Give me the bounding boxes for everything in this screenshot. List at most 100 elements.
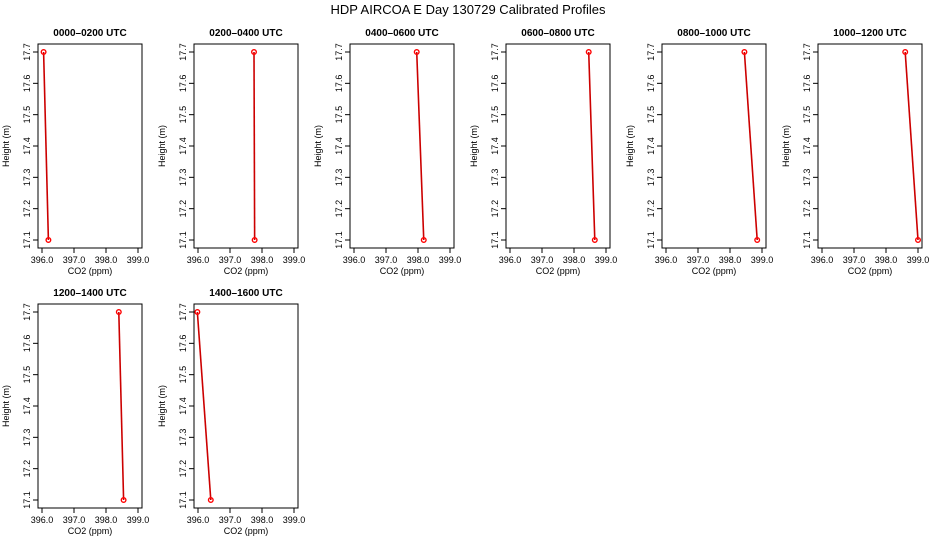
profile-line: [743, 51, 758, 241]
x-tick-label: 399.0: [127, 515, 150, 525]
y-tick-label: 17.2: [178, 460, 188, 478]
y-tick-label: 17.7: [22, 43, 32, 61]
y-tick-label: 17.7: [646, 43, 656, 61]
data-point: [120, 497, 127, 504]
y-tick-label: 17.3: [490, 169, 500, 187]
y-axis-label: Height (m): [781, 125, 791, 167]
y-tick-label: 17.3: [646, 169, 656, 187]
data-point: [754, 236, 761, 243]
y-tick-label: 17.6: [178, 335, 188, 353]
x-tick-label: 398.0: [95, 255, 118, 265]
y-axis-label: Height (m): [1, 385, 11, 427]
y-tick-label: 17.6: [22, 335, 32, 353]
y-tick-label: 17.1: [490, 231, 500, 249]
data-point: [413, 49, 420, 56]
y-tick-label: 17.4: [334, 137, 344, 155]
y-tick-label: 17.1: [802, 231, 812, 249]
y-tick-label: 17.3: [22, 429, 32, 447]
y-tick-label: 17.4: [802, 137, 812, 155]
y-tick-label: 17.3: [802, 169, 812, 187]
data-point: [194, 309, 201, 316]
x-tick-label: 399.0: [751, 255, 774, 265]
y-tick-label: 17.5: [802, 106, 812, 124]
y-tick-label: 17.3: [178, 169, 188, 187]
x-tick-label: 398.0: [407, 255, 430, 265]
profile-line: [253, 51, 256, 241]
profile-line: [42, 51, 50, 241]
profile-panel: 0200–0400 UTC 396.0 397.0 398.0 399.0 17.1 17.…: [157, 28, 305, 276]
panel-title: 0600–0800 UTC: [521, 28, 594, 39]
data-point: [251, 236, 258, 243]
y-tick-label: 17.2: [178, 200, 188, 218]
y-tick-label: 17.1: [22, 491, 32, 509]
y-tick-label: 17.6: [646, 75, 656, 93]
x-tick-label: 397.0: [375, 255, 398, 265]
x-tick-label: 398.0: [251, 255, 274, 265]
y-tick-label: 17.5: [178, 366, 188, 384]
x-axis-label: CO2 (ppm): [68, 526, 113, 536]
profile-line: [904, 51, 919, 241]
x-tick-label: 398.0: [95, 515, 118, 525]
y-axis-label: Height (m): [625, 125, 635, 167]
x-tick-label: 397.0: [219, 515, 242, 525]
x-axis-label: CO2 (ppm): [380, 266, 425, 276]
profile-panel: 1400–1600 UTC 396.0 397.0 398.0 399.0 17.1 17.…: [157, 288, 305, 536]
x-tick-label: 399.0: [283, 515, 306, 525]
x-tick-label: 396.0: [187, 255, 210, 265]
data-point: [420, 236, 427, 243]
data-point: [40, 49, 47, 56]
y-tick-label: 17.1: [178, 491, 188, 509]
y-axis-label: Height (m): [1, 125, 11, 167]
y-tick-label: 17.7: [802, 43, 812, 61]
x-axis-label: CO2 (ppm): [224, 266, 269, 276]
y-tick-label: 17.6: [802, 75, 812, 93]
x-tick-label: 398.0: [875, 255, 898, 265]
y-tick-label: 17.2: [22, 460, 32, 478]
y-axis-label: Height (m): [469, 125, 479, 167]
x-tick-label: 396.0: [187, 515, 210, 525]
y-tick-label: 17.5: [334, 106, 344, 124]
x-tick-label: 398.0: [719, 255, 742, 265]
data-point: [207, 497, 214, 504]
y-tick-label: 17.2: [646, 200, 656, 218]
panel-title: 0800–1000 UTC: [677, 28, 750, 39]
y-tick-label: 17.5: [178, 106, 188, 124]
profile-panel: 0000–0200 UTC 396.0 397.0 398.0 399.0 17.1 17.…: [1, 28, 149, 276]
profile-panel: 0600–0800 UTC 396.0 397.0 398.0 399.0 17.1 17.…: [469, 28, 617, 276]
y-tick-label: 17.2: [490, 200, 500, 218]
panel-title: 1000–1200 UTC: [833, 28, 906, 39]
y-tick-label: 17.6: [178, 75, 188, 93]
y-tick-label: 17.6: [22, 75, 32, 93]
profile-panel: 0400–0600 UTC 396.0 397.0 398.0 399.0 17.1 17.…: [313, 28, 461, 276]
x-tick-label: 397.0: [843, 255, 866, 265]
y-tick-label: 17.6: [334, 75, 344, 93]
y-tick-label: 17.2: [22, 200, 32, 218]
y-tick-label: 17.5: [22, 106, 32, 124]
x-tick-label: 398.0: [251, 515, 274, 525]
y-tick-label: 17.4: [22, 137, 32, 155]
y-tick-label: 17.1: [178, 231, 188, 249]
x-axis-label: CO2 (ppm): [692, 266, 737, 276]
data-point: [585, 49, 592, 56]
y-tick-label: 17.5: [490, 106, 500, 124]
x-tick-label: 399.0: [907, 255, 930, 265]
data-point: [915, 236, 922, 243]
x-tick-label: 397.0: [63, 255, 86, 265]
y-tick-label: 17.6: [490, 75, 500, 93]
profile-line: [196, 311, 212, 501]
y-tick-label: 17.3: [22, 169, 32, 187]
y-tick-label: 17.4: [646, 137, 656, 155]
x-axis-label: CO2 (ppm): [224, 526, 269, 536]
x-tick-label: 397.0: [531, 255, 554, 265]
x-tick-label: 396.0: [31, 515, 54, 525]
y-tick-label: 17.1: [334, 231, 344, 249]
data-point: [45, 236, 52, 243]
figure-title: HDP AIRCOA E Day 130729 Calibrated Profi…: [330, 2, 606, 17]
data-point: [250, 49, 257, 56]
panel-title: 0400–0600 UTC: [365, 28, 438, 39]
x-tick-label: 397.0: [63, 515, 86, 525]
y-tick-label: 17.5: [646, 106, 656, 124]
x-axis-label: CO2 (ppm): [68, 266, 113, 276]
x-tick-label: 399.0: [283, 255, 306, 265]
